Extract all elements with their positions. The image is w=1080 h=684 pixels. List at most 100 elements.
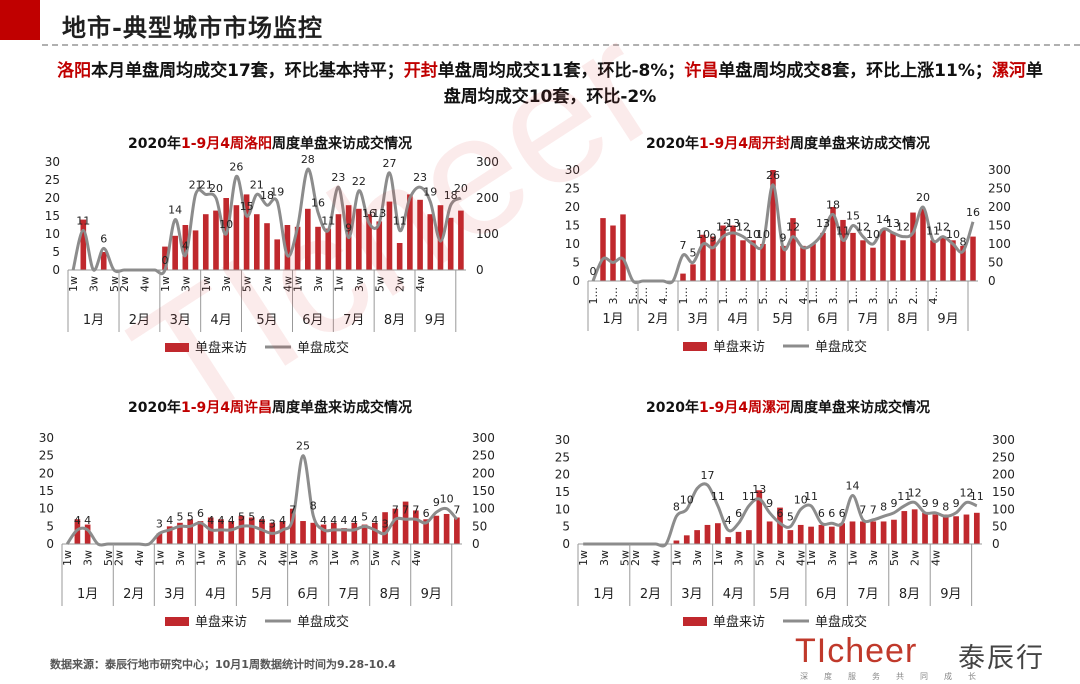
line-data-label: 9 xyxy=(890,497,897,510)
page-title: 地市-典型城市市场监控 xyxy=(62,13,323,42)
line-data-label: 11 xyxy=(742,490,756,503)
bar-visits xyxy=(407,194,413,270)
headline-segment: 单盘周均成交11套，环比-8%； xyxy=(437,61,685,81)
right-axis-tick-label: 0 xyxy=(472,537,480,551)
line-data-label: 4 xyxy=(371,514,378,527)
bar-visits xyxy=(274,239,281,270)
right-axis-tick-label: 300 xyxy=(988,163,1011,177)
month-label: 6月 xyxy=(302,313,323,328)
line-data-label: 18 xyxy=(260,189,274,202)
line-data-label: 10 xyxy=(946,228,960,241)
bar-visits xyxy=(458,210,464,270)
month-label: 3月 xyxy=(681,587,702,602)
month-label: 5月 xyxy=(772,312,793,327)
x-tick-label: 1... xyxy=(677,287,690,305)
x-tick-label: 4w xyxy=(795,550,808,566)
legend-swatch-visits xyxy=(165,617,189,626)
bar-visits xyxy=(750,240,756,281)
bar-visits xyxy=(942,514,949,544)
x-tick-label: 3w xyxy=(215,550,228,566)
line-data-label: 18 xyxy=(444,189,458,202)
bar-visits xyxy=(156,533,163,544)
bar-visits xyxy=(315,226,321,270)
line-data-label: 12 xyxy=(959,486,973,499)
line-data-label: 13 xyxy=(886,217,900,230)
line-data-label: 18 xyxy=(826,198,840,211)
bar-visits xyxy=(192,230,199,270)
x-tick-label: 4w xyxy=(410,550,423,566)
line-data-label: 7 xyxy=(870,504,877,517)
month-label: 3月 xyxy=(687,312,708,327)
x-tick-label: 5... xyxy=(757,287,770,305)
data-source-note: 数据来源：泰辰行地市研究中心；10月1周数据统计时间为9.28-10.4 xyxy=(50,658,396,671)
bar-visits xyxy=(320,524,327,544)
x-tick-label: 1w xyxy=(287,550,300,566)
line-data-label: 4 xyxy=(217,514,224,527)
bar-visits xyxy=(423,519,429,544)
line-data-label: 5 xyxy=(690,247,697,260)
chart-title: 2020年1-9月4周洛阳周度单盘来访成交情况 xyxy=(128,135,412,152)
x-tick-label: 4... xyxy=(657,287,670,305)
left-axis-tick-label: 30 xyxy=(45,155,60,169)
line-data-label: 5 xyxy=(176,510,183,523)
right-axis-tick-label: 0 xyxy=(988,274,996,288)
month-label: 7月 xyxy=(857,587,878,602)
x-tick-label: 1w xyxy=(200,276,213,292)
bar-visits xyxy=(172,235,178,270)
bar-visits xyxy=(760,244,766,281)
bar-visits xyxy=(787,530,794,544)
x-tick-label: 1w xyxy=(847,550,860,566)
month-label: 3月 xyxy=(170,313,191,328)
month-label: 9月 xyxy=(421,587,442,602)
month-label: 9月 xyxy=(937,312,958,327)
right-axis-tick-label: 100 xyxy=(476,227,499,241)
right-axis-tick-label: 50 xyxy=(988,256,1003,270)
line-data-label: 3 xyxy=(156,517,163,530)
bar-visits xyxy=(797,524,804,544)
bar-visits xyxy=(228,521,235,544)
line-data-label: 8 xyxy=(310,500,317,513)
bar-visits xyxy=(820,232,826,281)
logo-brand: TIcheer xyxy=(795,632,918,670)
right-axis-tick-label: 300 xyxy=(472,431,495,445)
month-label: 4月 xyxy=(723,587,744,602)
bar-visits xyxy=(443,513,450,544)
bar-visits xyxy=(166,526,173,544)
x-tick-label: 3w xyxy=(312,276,325,292)
x-tick-label: 2w xyxy=(261,276,274,292)
x-tick-label: 2w xyxy=(909,550,922,566)
x-tick-label: 2... xyxy=(637,287,650,305)
chart-title: 2020年1-9月4周漯河周度单盘来访成交情况 xyxy=(646,399,930,416)
line-data-label: 12 xyxy=(856,221,870,234)
bar-visits xyxy=(818,524,825,544)
bar-visits xyxy=(600,218,606,281)
month-label: 3月 xyxy=(164,587,185,602)
legend-label-visits: 单盘来访 xyxy=(195,614,247,630)
bar-visits xyxy=(620,214,626,281)
x-tick-label: 1w xyxy=(292,276,305,292)
bar-visits xyxy=(900,240,906,281)
line-data-label: 10 xyxy=(794,493,808,506)
left-axis-tick-label: 5 xyxy=(52,245,60,259)
bar-visits xyxy=(930,240,936,281)
title-divider xyxy=(42,44,1080,46)
bar-visits xyxy=(800,245,806,281)
x-tick-label: 3w xyxy=(88,276,101,292)
bar-visits xyxy=(710,236,716,281)
line-data-label: 11 xyxy=(970,490,984,503)
logo-slogan: 深度服务共同成长 xyxy=(800,672,992,681)
line-data-label: 17 xyxy=(700,469,714,482)
bar-visits xyxy=(700,234,706,281)
line-data-label: 21 xyxy=(199,178,213,191)
x-tick-label: 4... xyxy=(927,287,940,305)
bar-visits xyxy=(730,225,736,281)
bar-visits xyxy=(860,240,866,281)
top-bar: 地市-典型城市市场监控 xyxy=(0,0,1080,46)
line-data-label: 11 xyxy=(393,214,407,227)
right-axis-tick-label: 150 xyxy=(988,219,1011,233)
line-deals xyxy=(65,454,459,547)
x-tick-label: 4w xyxy=(139,276,152,292)
right-axis-tick-label: 200 xyxy=(988,200,1011,214)
line-data-label: 0 xyxy=(161,254,168,267)
month-label: 6月 xyxy=(816,587,837,602)
